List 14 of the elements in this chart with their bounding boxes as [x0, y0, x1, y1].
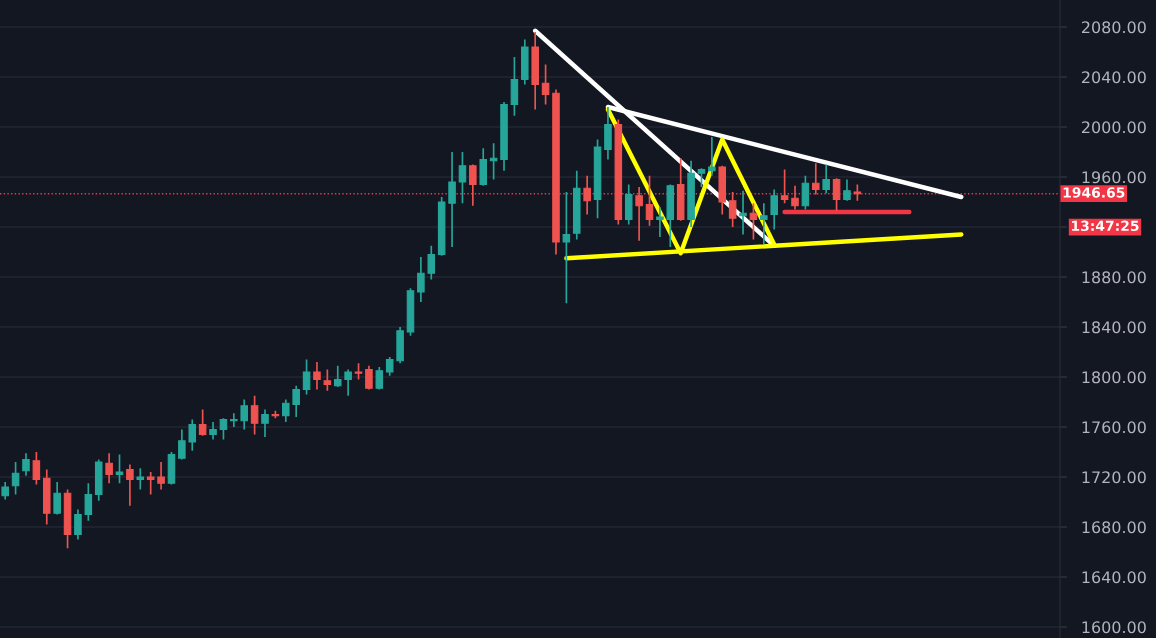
y-tick-label: 1600.00 — [1082, 621, 1146, 634]
y-tick-label: 2040.00 — [1082, 71, 1146, 84]
ref-line-label: 1946.65 — [1063, 187, 1125, 198]
y-tick-label: 1640.00 — [1082, 571, 1146, 584]
y-tick-label: 1840.00 — [1082, 321, 1146, 334]
y-tick-label: 1800.00 — [1082, 371, 1146, 384]
text: 13:47:25 — [1072, 220, 1139, 232]
y-tick-label: 2000.00 — [1082, 121, 1146, 134]
y-tick-label: 1960.00 — [1082, 171, 1146, 184]
y-tick-label: 1880.00 — [1082, 271, 1146, 284]
y-tick-label: 2080.00 — [1082, 21, 1146, 34]
y-tick-label: 1760.00 — [1082, 421, 1146, 434]
y-tick-label: 1720.00 — [1082, 471, 1146, 484]
y-tick-label: 1680.00 — [1082, 521, 1146, 534]
